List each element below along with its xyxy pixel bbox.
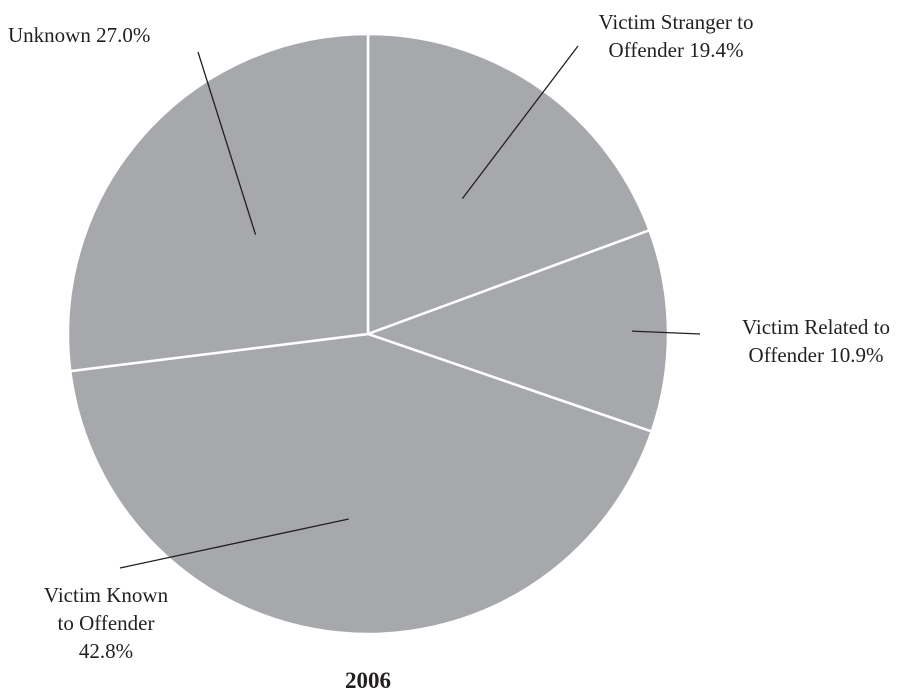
slice-label-line: Offender 19.4% bbox=[609, 38, 744, 62]
slice-label-line: to Offender bbox=[58, 611, 155, 635]
pie-slice-unknown bbox=[66, 32, 370, 373]
leader-lines bbox=[119, 45, 701, 569]
pie-slices bbox=[66, 32, 670, 636]
slice-label-unknown: Unknown 27.0% bbox=[8, 23, 150, 47]
slice-label-line: 42.8% bbox=[79, 639, 133, 663]
slice-labels: Victim Stranger to Offender 19.4% Victim R… bbox=[8, 10, 890, 663]
leader-line-related bbox=[631, 330, 701, 335]
chart-title: 2006 bbox=[345, 668, 391, 693]
pie-slice-stranger bbox=[366, 32, 652, 336]
slice-label-known: Victim Known to Offender 42.8% bbox=[44, 583, 169, 663]
slice-label-line: Victim Known bbox=[44, 583, 169, 607]
slice-label-related: Victim Related to Offender 10.9% bbox=[742, 315, 890, 367]
slice-label-line: Victim Related to bbox=[742, 315, 890, 339]
pie-slice-related bbox=[364, 228, 670, 434]
slice-label-line: Unknown 27.0% bbox=[8, 23, 150, 47]
leader-line-known bbox=[119, 518, 349, 569]
slice-label-stranger: Victim Stranger to Offender 19.4% bbox=[598, 10, 753, 62]
slice-label-line: Victim Stranger to bbox=[598, 10, 753, 34]
leader-line-unknown bbox=[197, 51, 257, 235]
leader-line-stranger bbox=[461, 45, 579, 200]
pie-slice-known bbox=[68, 332, 654, 636]
slice-label-line: Offender 10.9% bbox=[749, 343, 884, 367]
